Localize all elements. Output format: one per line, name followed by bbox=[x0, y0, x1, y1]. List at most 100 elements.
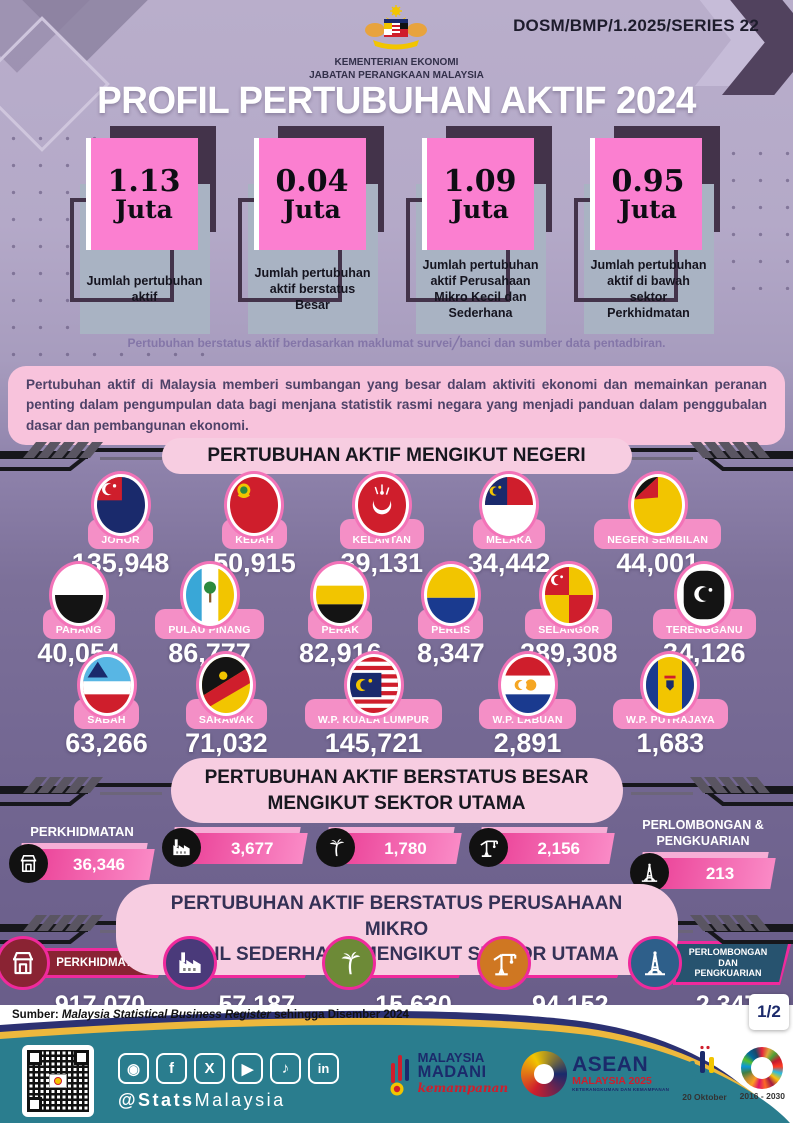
madani-mark-icon bbox=[390, 1054, 409, 1095]
techline-decoration bbox=[0, 774, 190, 806]
johor-flag-icon bbox=[93, 474, 148, 536]
linkedin-icon[interactable]: in bbox=[308, 1053, 339, 1084]
services-icon bbox=[0, 936, 51, 990]
sector-value: 213 bbox=[705, 863, 735, 883]
section-title-line2: MENGIKUT SEKTOR UTAMA bbox=[267, 792, 526, 814]
state-item-johor: JOHOR 135,948 bbox=[72, 474, 169, 579]
partner-logos: MALAYSIA MADANI kemampanan ASEAN MALAYSI… bbox=[388, 1045, 785, 1102]
sector-label: PERLOMBONGAN DAN PENGKUARIAN bbox=[676, 944, 788, 982]
mining-icon bbox=[628, 936, 682, 990]
state-value: 63,266 bbox=[65, 728, 148, 758]
services-icon bbox=[9, 844, 48, 884]
state-item-terengganu: TERENGGANU 34,126 bbox=[652, 564, 756, 669]
state-item-selangor: SELANGOR 289,308 bbox=[520, 564, 618, 669]
stat-card-total: 1.13 Juta Jumlah pertubuhan aktif bbox=[69, 126, 220, 334]
terengganu-flag-icon bbox=[677, 564, 732, 626]
youtube-icon[interactable]: ▶ bbox=[232, 1053, 263, 1084]
sdg-logo: 2016 - 2030 bbox=[740, 1046, 785, 1101]
document-code: DOSM/BMP/1.2025/SERIES 22 bbox=[513, 16, 759, 35]
crane-icon bbox=[468, 828, 508, 868]
sarawak-flag-icon bbox=[199, 654, 254, 716]
crane-icon bbox=[477, 936, 532, 990]
stat-label: Jumlah pertubuhan aktif Perusahaan Mikro… bbox=[422, 257, 539, 321]
putrajaya-flag-icon bbox=[643, 654, 698, 716]
labuan-flag-icon bbox=[500, 654, 555, 716]
stat-card-pmks: 1.09 Juta Jumlah pertubuhan aktif Perusah… bbox=[405, 126, 556, 334]
footer-curves-decoration bbox=[0, 1010, 790, 1123]
negeri-sembilan-flag-icon bbox=[630, 474, 685, 536]
state-item-negeri-sembilan: NEGERI SEMBILAN 44,001 bbox=[594, 474, 722, 579]
qr-crest-icon bbox=[49, 1074, 67, 1088]
pahang-flag-icon bbox=[51, 564, 106, 626]
sector-badge: 213 bbox=[630, 852, 776, 893]
stat-card-besar: 0.04 Juta Jumlah pertubuhan aktif berstat… bbox=[237, 126, 388, 334]
besar-sector-perkhidmatan: PERKHIDMATAN 36,346 bbox=[6, 824, 158, 889]
intro-paragraph: Pertubuhan aktif di Malaysia memberi sum… bbox=[8, 366, 785, 445]
state-value: 8,347 bbox=[417, 638, 485, 668]
malaysia-coat-of-arms-icon bbox=[361, 4, 431, 61]
stat-unit: Juta bbox=[451, 194, 509, 224]
perlis-flag-icon bbox=[423, 564, 478, 626]
state-value: 145,721 bbox=[324, 728, 423, 758]
malaysia-madani-logo: MALAYSIA MADANI kemampanan bbox=[388, 1051, 508, 1097]
disclaimer-text: Pertubuhan berstatus aktif berdasarkan m… bbox=[127, 336, 666, 350]
social-media-block: ◉ f X ▶ ♪ in @StatsMalaysia bbox=[118, 1053, 339, 1111]
source-note: Sumber: Malaysia Statistical Business Re… bbox=[12, 1009, 409, 1021]
stat-value: 1.13 bbox=[107, 163, 181, 199]
qr-code[interactable] bbox=[22, 1045, 94, 1117]
social-handle: @StatsMalaysia bbox=[118, 1090, 286, 1110]
factory-icon bbox=[162, 828, 202, 868]
page-title: PROFIL PERTUBUHAN AKTIF 2024 bbox=[97, 80, 696, 122]
x-icon[interactable]: X bbox=[194, 1053, 225, 1084]
sector-badge: 36,346 bbox=[9, 843, 155, 884]
page-indicator: 1/2 bbox=[749, 994, 789, 1030]
stat-unit: Juta bbox=[115, 194, 173, 224]
kedah-flag-icon bbox=[227, 474, 282, 536]
states-row-1: JOHOR 135,948 KEDAH 50,915 KELANTAN 39,1… bbox=[0, 474, 793, 579]
stat-unit: Juta bbox=[283, 194, 341, 224]
pulau-pinang-flag-icon bbox=[182, 564, 237, 626]
sabah-flag-icon bbox=[79, 654, 134, 716]
sector-value: 1,780 bbox=[384, 838, 427, 858]
states-row-3: SABAH 63,266 SARAWAK 71,032 W.P. KUALA L… bbox=[0, 654, 793, 759]
tiktok-icon[interactable]: ♪ bbox=[270, 1053, 301, 1084]
sector-badge: 1,780 bbox=[315, 827, 462, 868]
kuala-lumpur-flag-icon bbox=[346, 654, 401, 716]
techline-decoration bbox=[603, 440, 793, 471]
sector-value: 2,156 bbox=[537, 838, 581, 858]
instagram-icon[interactable]: ◉ bbox=[118, 1053, 149, 1084]
state-value: 1,683 bbox=[636, 728, 705, 758]
sector-value: 3,677 bbox=[230, 838, 274, 858]
section-title: PERTUBUHAN AKTIF MENGIKUT NEGERI bbox=[161, 438, 632, 474]
stat-unit: Juta bbox=[619, 194, 677, 224]
state-item-kelantan: KELANTAN 39,131 bbox=[339, 474, 425, 579]
sector-label: PERKHIDMATAN bbox=[30, 824, 134, 839]
section-title-line1: PERTUBUHAN AKTIF BERSTATUS BESAR bbox=[204, 767, 589, 788]
asean-swirl-icon bbox=[521, 1050, 568, 1097]
section-title-line2: KECIL SEDERHANA MENGIKUT SEKTOR UTAMA bbox=[174, 944, 619, 966]
state-item-sarawak: SARAWAK 71,032 bbox=[185, 654, 268, 759]
source-register: Malaysia Statistical Business Register bbox=[61, 1009, 271, 1021]
asean-2025-logo: ASEAN MALAYSIA 2025 KETERANGKUMAN DAN KE… bbox=[521, 1050, 669, 1097]
sdg-wheel-icon bbox=[741, 1046, 784, 1089]
section-header-besar: PERTUBUHAN AKTIF BERSTATUS BESAR MENGIKU… bbox=[0, 758, 793, 824]
sector-badge: 2,156 bbox=[468, 827, 615, 868]
state-item-melaka: MELAKA 34,442 bbox=[468, 474, 550, 579]
ministry-name: KEMENTERIAN EKONOMI JABATAN PERANGKAAN M… bbox=[309, 57, 484, 81]
state-item-labuan: W.P. LABUAN 2,891 bbox=[479, 654, 576, 759]
besar-sector-perlombongan: PERLOMBONGAN & PENGKUARIAN 213 bbox=[619, 818, 787, 893]
techline-decoration bbox=[603, 774, 793, 806]
stat-value: 0.95 bbox=[611, 163, 685, 199]
states-row-2: PAHANG 40,054 PULAU PINANG 86,777 PERAK … bbox=[0, 564, 793, 669]
sector-label: PERLOMBONGAN & PENGKUARIAN bbox=[642, 818, 764, 848]
facebook-icon[interactable]: f bbox=[156, 1053, 187, 1084]
factory-icon bbox=[162, 936, 217, 990]
stat-card-perkhidmatan: 0.95 Juta Jumlah pertubuhan aktif di bawa… bbox=[573, 126, 724, 334]
footer: ◉ f X ▶ ♪ in @StatsMalaysia bbox=[0, 1005, 793, 1123]
palm-tree-icon bbox=[322, 936, 377, 990]
state-item-kedah: KEDAH 50,915 bbox=[213, 474, 296, 579]
palm-tree-icon bbox=[315, 828, 355, 868]
stat-cards-row: 1.13 Juta Jumlah pertubuhan aktif 0.04 Jut… bbox=[0, 126, 793, 334]
stat-label: Jumlah pertubuhan aktif bbox=[86, 273, 203, 304]
section-title-line1: PERTUBUHAN AKTIF BERSTATUS PERUSAHAAN MI… bbox=[170, 893, 623, 940]
